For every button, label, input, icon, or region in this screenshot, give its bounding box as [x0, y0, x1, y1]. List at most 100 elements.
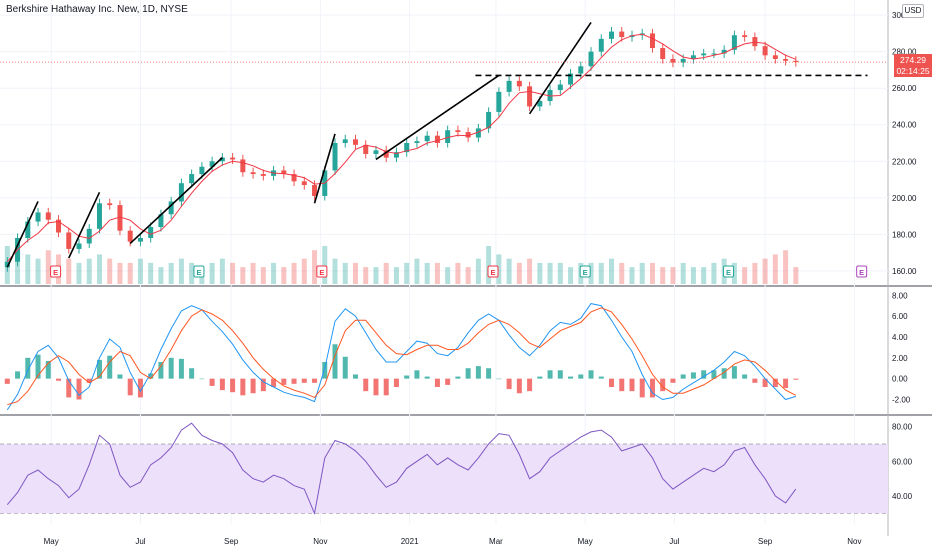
- candle-body: [250, 172, 256, 175]
- macd-histogram-bar: [199, 378, 205, 380]
- candle-body: [721, 49, 727, 54]
- volume-bar: [649, 262, 655, 284]
- volume-bar: [230, 262, 236, 284]
- candle-body: [86, 228, 92, 244]
- y-tick-label: 280.00: [892, 48, 917, 57]
- candle-body: [527, 86, 533, 107]
- macd-histogram-bar: [578, 374, 584, 379]
- macd-histogram-bar: [332, 344, 338, 379]
- macd-histogram-bar: [660, 378, 666, 392]
- y-tick-label: 60.00: [892, 457, 913, 466]
- macd-histogram-bar: [752, 378, 758, 383]
- candle-body: [578, 66, 584, 74]
- candle-body: [363, 144, 369, 154]
- y-tick-label: 6.00: [892, 312, 908, 321]
- macd-histogram-bar: [609, 378, 615, 387]
- candle-body: [660, 48, 666, 59]
- volume-bar: [731, 262, 737, 284]
- x-tick-label: 2021: [401, 537, 419, 546]
- volume-bar: [260, 267, 266, 284]
- macd-histogram-bar: [137, 378, 143, 398]
- candle-body: [455, 130, 461, 133]
- macd-histogram-bar: [772, 378, 778, 387]
- earnings-marker-icon: [193, 265, 205, 278]
- volume-bar: [486, 246, 492, 284]
- volume-bar: [434, 262, 440, 284]
- macd-histogram-bar: [4, 378, 10, 384]
- earnings-marker-icon: [50, 265, 62, 278]
- y-tick-label: 2.00: [892, 354, 908, 363]
- macd-histogram-bar: [281, 378, 287, 385]
- earnings-label: E: [319, 268, 324, 277]
- candle-body: [588, 51, 594, 67]
- macd-histogram-bar: [219, 378, 225, 391]
- volume-bar: [342, 262, 348, 284]
- macd-histogram-bar: [25, 357, 31, 379]
- x-tick-label: Sep: [758, 537, 773, 546]
- volume-bar: [250, 262, 256, 284]
- macd-histogram-bar: [711, 370, 717, 379]
- macd-histogram-bar: [649, 378, 655, 398]
- candle-body: [496, 91, 502, 112]
- volume-bar: [424, 262, 430, 284]
- macd-histogram-bar: [762, 378, 768, 387]
- macd-histogram-bar: [537, 376, 543, 379]
- volume-bar: [629, 267, 635, 284]
- volume-bar: [291, 262, 297, 284]
- macd-histogram-bar: [373, 378, 379, 396]
- macd-histogram-bar: [168, 357, 174, 379]
- macd-histogram-bar: [455, 376, 461, 379]
- macd-histogram-bar: [45, 360, 51, 379]
- macd-histogram-bar: [496, 378, 502, 380]
- candle-body: [96, 203, 102, 229]
- volume-bar: [383, 262, 389, 284]
- x-tick-label: Jul: [669, 537, 679, 546]
- earnings-label: E: [583, 268, 588, 277]
- macd-histogram-bar: [475, 366, 481, 379]
- candle-body: [598, 38, 604, 52]
- candle-body: [516, 80, 522, 87]
- volume-bar: [557, 262, 563, 284]
- macd-histogram-bar: [721, 368, 727, 379]
- volume-bar: [404, 262, 410, 284]
- candle-body: [404, 143, 410, 153]
- earnings-label: E: [726, 268, 731, 277]
- macd-histogram-bar: [117, 374, 123, 379]
- macd-histogram-bar: [424, 376, 430, 379]
- macd-histogram-bar: [86, 378, 92, 383]
- macd-histogram-bar: [516, 378, 522, 394]
- y-tick-label: 200.00: [892, 194, 917, 203]
- macd-line: [6, 303, 796, 411]
- candle-body: [209, 161, 215, 167]
- macd-histogram-bar: [445, 378, 451, 385]
- currency-badge[interactable]: USD: [902, 4, 924, 18]
- earnings-marker-icon: [316, 265, 328, 278]
- candle-body: [178, 183, 184, 202]
- y-tick-label: 240.00: [892, 121, 917, 130]
- macd-histogram-bar: [465, 368, 471, 379]
- candle-body: [76, 243, 82, 249]
- macd-histogram-bar: [291, 378, 297, 384]
- macd-histogram-bar: [250, 378, 256, 394]
- candle-body: [434, 135, 440, 143]
- macd-histogram-bar: [96, 359, 102, 379]
- earnings-label: E: [53, 268, 58, 277]
- candle-body: [117, 205, 123, 231]
- macd-histogram-bar: [189, 368, 195, 379]
- volume-bar: [414, 258, 420, 284]
- macd-histogram-bar: [301, 378, 307, 383]
- x-tick-label: Sep: [224, 537, 239, 546]
- candle-body: [537, 100, 543, 107]
- macd-histogram-bar: [690, 372, 696, 379]
- candle-body: [670, 58, 676, 63]
- candle-body: [486, 111, 492, 129]
- volume-bar: [537, 262, 543, 284]
- volume-bar: [527, 258, 533, 284]
- macd-histogram-bar: [701, 370, 707, 379]
- macd-histogram-bar: [434, 378, 440, 387]
- volume-bar: [35, 258, 41, 284]
- trend-line: [375, 74, 500, 161]
- volume-bar: [363, 267, 369, 284]
- candle-body: [199, 166, 205, 175]
